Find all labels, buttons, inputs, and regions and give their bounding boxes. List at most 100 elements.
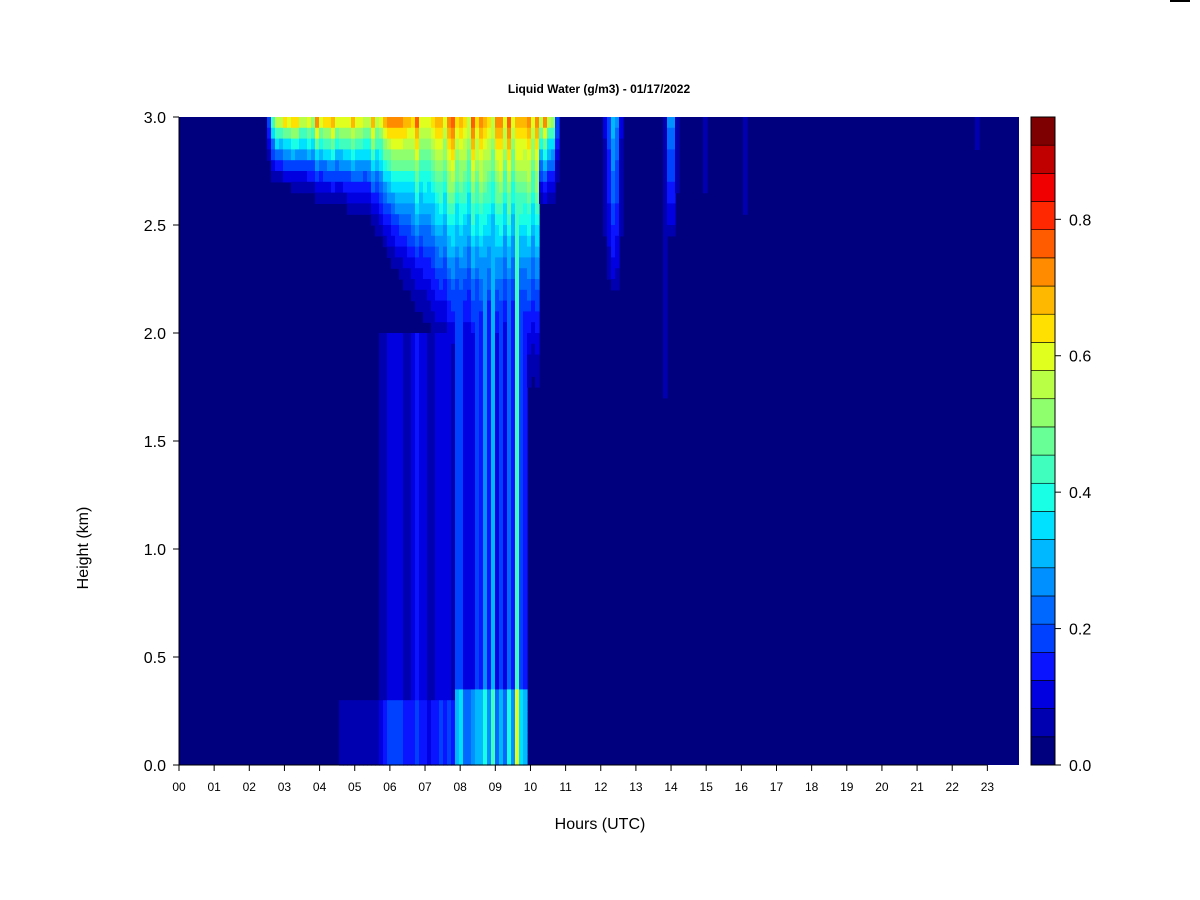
heatmap-cell <box>479 473 484 485</box>
heatmap-cell <box>391 419 396 431</box>
heatmap-cell <box>411 246 416 258</box>
heatmap-cell <box>387 376 392 388</box>
heatmap-cell <box>395 235 400 248</box>
heatmap-cell <box>391 387 396 399</box>
heatmap-cell <box>391 192 396 204</box>
heatmap-cell <box>407 430 412 442</box>
heatmap-cell <box>523 505 528 518</box>
heatmap-cell <box>483 117 488 129</box>
heatmap-cell <box>515 333 520 345</box>
heatmap-cell <box>471 657 476 669</box>
heatmap-cell <box>535 225 540 237</box>
heatmap-cell <box>355 181 360 194</box>
heatmap-cell <box>423 721 428 734</box>
heatmap-cell <box>363 700 368 712</box>
heatmap-cell <box>463 322 468 334</box>
heatmap-cell <box>975 138 980 150</box>
heatmap-cell <box>391 559 396 572</box>
heatmap-cell <box>495 484 500 496</box>
heatmap-cell <box>615 171 620 183</box>
heatmap-cell <box>491 365 496 377</box>
heatmap-cell <box>299 181 304 194</box>
heatmap-cell <box>427 667 432 680</box>
heatmap-cell <box>403 419 408 431</box>
heatmap-cell <box>495 732 500 744</box>
heatmap-cell <box>483 376 488 388</box>
heatmap-cell <box>419 138 424 150</box>
heatmap-cell <box>395 711 400 723</box>
heatmap-cell <box>363 754 368 766</box>
heatmap-cell <box>427 441 432 453</box>
heatmap-cell <box>399 365 404 377</box>
heatmap-cell <box>419 181 424 194</box>
colorbar-band <box>1030 708 1056 738</box>
heatmap-cell <box>511 624 516 636</box>
heatmap-cell <box>519 117 524 129</box>
heatmap-cell <box>387 721 392 734</box>
heatmap-cell <box>491 192 496 204</box>
x-tick-label: 01 <box>207 780 221 794</box>
heatmap-cell <box>507 257 512 269</box>
heatmap-cell <box>403 138 408 150</box>
heatmap-cell <box>439 408 444 420</box>
heatmap-cell <box>503 333 508 345</box>
heatmap-cell <box>427 754 432 766</box>
heatmap-cell <box>431 257 436 269</box>
heatmap-cell <box>451 754 456 766</box>
heatmap-cell <box>499 732 504 744</box>
heatmap-cell <box>531 343 536 356</box>
heatmap-cell <box>447 559 452 572</box>
heatmap-cell <box>307 149 312 161</box>
heatmap-cell <box>471 203 476 215</box>
heatmap-cell <box>379 721 384 734</box>
heatmap-cell <box>367 149 372 161</box>
heatmap-cell <box>471 149 476 161</box>
heatmap-cell <box>471 430 476 442</box>
heatmap-cell <box>467 354 472 366</box>
heatmap-cell <box>471 397 476 410</box>
x-tick-label: 13 <box>629 780 643 794</box>
x-tick-label: 19 <box>840 780 854 794</box>
heatmap-cell <box>463 538 468 550</box>
heatmap-cell <box>503 613 508 626</box>
heatmap-cell <box>443 225 448 237</box>
heatmap-cell <box>439 333 444 345</box>
heatmap-cell <box>387 192 392 204</box>
heatmap-cell <box>283 138 288 150</box>
heatmap-cell <box>483 451 488 464</box>
heatmap-cell <box>435 570 440 582</box>
heatmap-cell <box>531 138 536 150</box>
heatmap-cell <box>503 538 508 550</box>
x-tick-label: 00 <box>172 780 186 794</box>
heatmap-cell <box>475 289 480 302</box>
heatmap-cell <box>395 333 400 345</box>
heatmap-cell <box>463 397 468 410</box>
heatmap-cell <box>443 689 448 701</box>
heatmap-cell <box>415 754 420 766</box>
heatmap-cell <box>403 592 408 604</box>
heatmap-cell <box>463 581 468 593</box>
heatmap-cell <box>511 667 516 680</box>
heatmap-cell <box>451 581 456 593</box>
heatmap-cell <box>431 667 436 680</box>
heatmap-cell <box>379 527 384 539</box>
heatmap-cell <box>415 516 420 528</box>
heatmap-cell <box>519 667 524 680</box>
heatmap-cell <box>327 160 332 172</box>
heatmap-cell <box>403 484 408 496</box>
heatmap-cell <box>475 678 480 690</box>
heatmap-cell <box>435 592 440 604</box>
heatmap-cell <box>443 505 448 518</box>
heatmap-cell <box>439 127 444 140</box>
heatmap-cell <box>459 581 464 593</box>
heatmap-cell <box>499 603 504 615</box>
heatmap-cell <box>443 559 448 572</box>
heatmap-cell <box>703 181 708 194</box>
heatmap-cell <box>675 149 680 161</box>
heatmap-cell <box>459 376 464 388</box>
heatmap-cell <box>479 268 484 280</box>
heatmap-cell <box>419 127 424 140</box>
heatmap-cell <box>527 333 532 345</box>
x-tick-label: 17 <box>770 780 784 794</box>
heatmap-cell <box>395 430 400 442</box>
